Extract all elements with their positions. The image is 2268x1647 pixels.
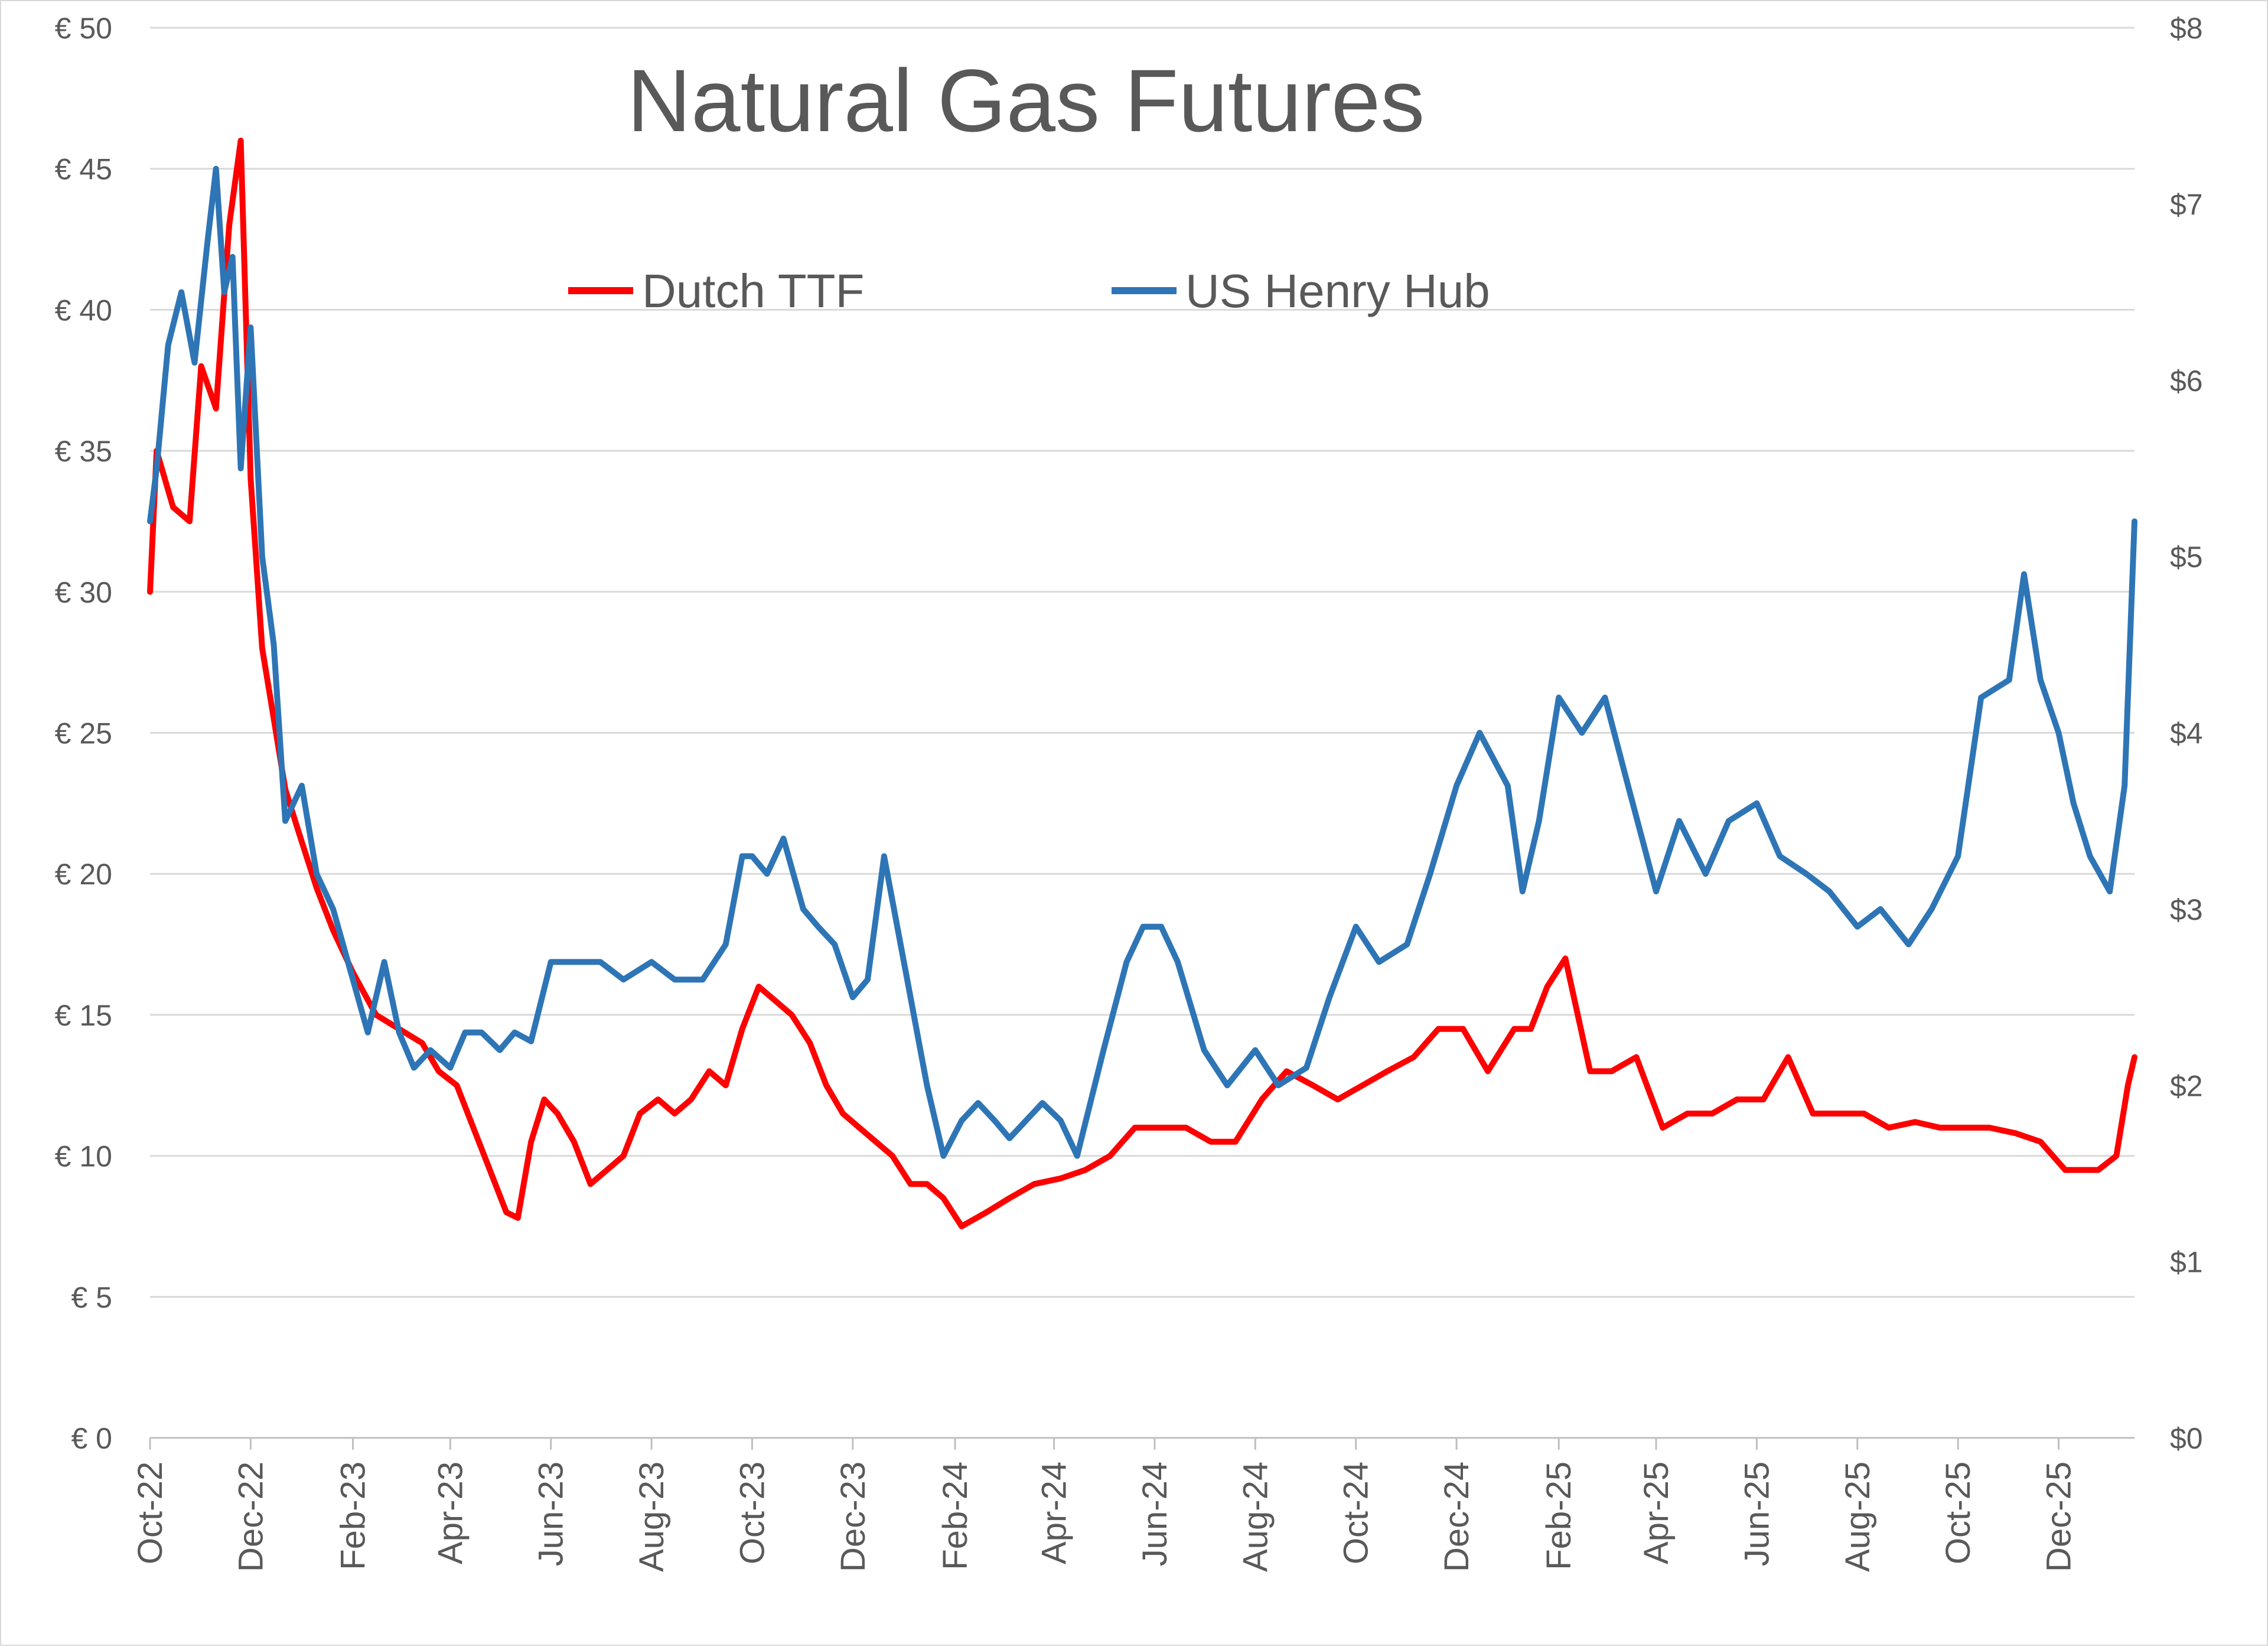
right-tick-label: $5 xyxy=(2170,541,2203,574)
x-axis-ticks: Oct-22 Dec-22 Feb-23 Apr-23 Jun-23 Aug-23 Oct-… xyxy=(131,1438,2078,1572)
right-tick-label: $3 xyxy=(2170,893,2203,926)
left-axis-ticks: € 0 € 5 € 10 € 15 € 20 € 25 € 30 € 35 € 40 € 45 € … xyxy=(55,12,112,1455)
x-tick-label: Apr-25 xyxy=(1637,1462,1676,1564)
left-tick-label: € 30 xyxy=(55,576,112,609)
x-tick-label: Oct-23 xyxy=(733,1462,771,1564)
x-tick-label: Feb-25 xyxy=(1540,1462,1578,1570)
x-tick-label: Dec-25 xyxy=(2040,1462,2078,1572)
x-tick-label: Apr-24 xyxy=(1035,1462,1074,1564)
right-axis-ticks: $0 $1 $2 $3 $4 $5 $6 $7 $8 xyxy=(2170,12,2203,1455)
x-tick-label: Aug-25 xyxy=(1839,1462,1877,1572)
series-line-us-henry-hub xyxy=(147,165,2137,1159)
series-lines xyxy=(147,138,2137,1229)
left-tick-label: € 5 xyxy=(71,1281,112,1314)
right-tick-label: $1 xyxy=(2170,1246,2203,1279)
left-tick-label: € 25 xyxy=(55,717,112,750)
left-tick-label: € 45 xyxy=(55,153,112,186)
x-tick-label: Oct-25 xyxy=(1939,1462,1977,1564)
legend: Dutch TTF US Henry Hub xyxy=(568,265,1490,317)
x-tick-label: Jun-24 xyxy=(1136,1462,1174,1566)
x-tick-label: Feb-23 xyxy=(334,1462,373,1570)
left-tick-label: € 40 xyxy=(55,294,112,327)
right-tick-label: $0 xyxy=(2170,1422,2203,1455)
left-tick-label: € 35 xyxy=(55,435,112,468)
right-tick-label: $4 xyxy=(2170,717,2203,750)
x-tick-label: Apr-23 xyxy=(431,1462,470,1564)
legend-label-henry-hub: US Henry Hub xyxy=(1185,265,1490,317)
right-tick-label: $8 xyxy=(2170,12,2203,45)
left-tick-label: € 0 xyxy=(71,1422,112,1455)
right-tick-label: $6 xyxy=(2170,364,2203,398)
x-tick-label: Oct-22 xyxy=(131,1462,170,1564)
x-tick-label: Aug-24 xyxy=(1236,1462,1275,1572)
right-tick-label: $2 xyxy=(2170,1069,2203,1102)
x-tick-label: Jun-25 xyxy=(1738,1462,1776,1566)
right-tick-label: $7 xyxy=(2170,188,2203,221)
x-tick-label: Dec-24 xyxy=(1438,1462,1476,1572)
x-tick-label: Feb-24 xyxy=(936,1462,975,1570)
x-tick-label: Dec-23 xyxy=(834,1462,872,1572)
x-tick-label: Jun-23 xyxy=(532,1462,571,1566)
left-tick-label: € 10 xyxy=(55,1140,112,1173)
left-tick-label: € 50 xyxy=(55,12,112,45)
left-tick-label: € 15 xyxy=(55,999,112,1032)
chart-title: Natural Gas Futures xyxy=(627,51,1425,150)
x-tick-label: Dec-22 xyxy=(232,1462,270,1572)
legend-label-ttf: Dutch TTF xyxy=(642,265,864,317)
x-tick-label: Oct-24 xyxy=(1337,1462,1376,1564)
x-tick-label: Aug-23 xyxy=(633,1462,671,1572)
gridlines xyxy=(150,27,2135,1298)
left-tick-label: € 20 xyxy=(55,858,112,891)
